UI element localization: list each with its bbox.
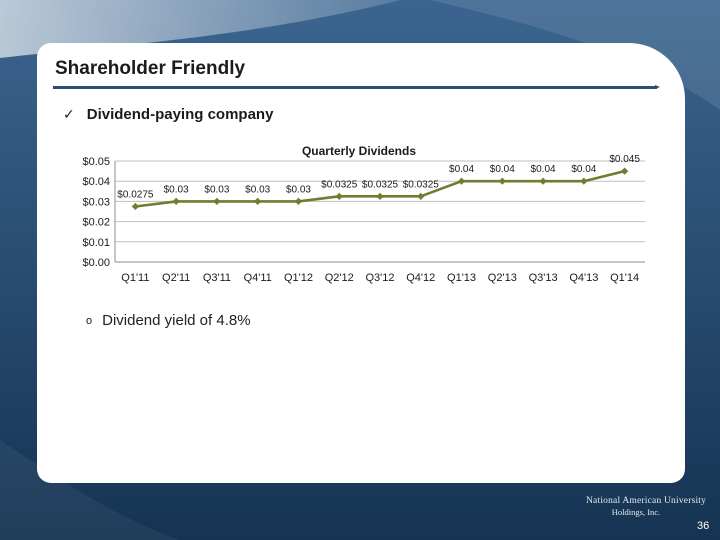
title-rule-arrow	[655, 85, 660, 89]
data-point	[376, 192, 384, 200]
data-label: $0.0325	[403, 179, 440, 190]
x-tick-label: Q3'12	[365, 272, 394, 284]
x-tick-label: Q1'13	[447, 272, 476, 284]
background-swoosh	[430, 0, 720, 110]
x-tick-label: Q4'12	[406, 272, 435, 284]
background-swoosh	[0, 440, 180, 540]
data-label: $0.04	[449, 164, 474, 175]
y-tick-label: $0.03	[82, 196, 110, 208]
data-point	[498, 177, 506, 185]
y-tick-label: $0.01	[82, 237, 110, 249]
x-tick-label: Q2'13	[488, 272, 517, 284]
company-logo: National American University Holdings, I…	[586, 496, 707, 517]
x-tick-label: Q4'11	[244, 272, 272, 284]
bullet-item: ✓ Dividend-paying company	[63, 106, 273, 124]
sub-bullet-item: o Dividend yield of 4.8%	[86, 312, 251, 329]
x-tick-label: Q1'14	[610, 272, 639, 284]
y-tick-label: $0.04	[82, 176, 110, 188]
chart-title: Quarterly Dividends	[302, 144, 416, 158]
data-label: $0.04	[531, 164, 556, 175]
data-label: $0.0325	[362, 179, 399, 190]
x-tick-label: Q2'11	[162, 272, 190, 284]
slide-title: Shareholder Friendly	[55, 58, 246, 79]
quarterly-dividends-chart: Quarterly Dividends $0.00 $0.01 $0.02 $0.03…	[82, 144, 645, 284]
data-point	[172, 197, 180, 205]
content-panel	[37, 43, 685, 483]
data-label: $0.0325	[321, 179, 358, 190]
data-label: $0.03	[204, 184, 229, 195]
logo-line-2: Holdings, Inc.	[611, 507, 661, 517]
data-label: $0.03	[286, 184, 311, 195]
y-tick-label: $0.05	[82, 156, 110, 168]
sub-bullet-text: Dividend yield of 4.8%	[102, 312, 251, 329]
data-point	[131, 202, 139, 211]
data-label: $0.03	[164, 184, 189, 195]
data-label: $0.04	[571, 164, 596, 175]
data-label: $0.03	[245, 184, 270, 195]
x-tick-label: Q2'12	[325, 272, 354, 284]
data-point	[213, 197, 221, 205]
x-tick-label: Q1'12	[284, 272, 313, 284]
data-point	[539, 177, 547, 185]
data-point	[294, 197, 303, 205]
y-tick-label: $0.00	[82, 257, 110, 269]
x-tick-label: Q1'11	[121, 272, 149, 284]
logo-line-1: National American University	[586, 496, 707, 506]
data-label: $0.0275	[117, 189, 154, 200]
circle-bullet-icon: o	[86, 315, 93, 327]
page-number: 36	[697, 520, 710, 532]
data-label: $0.045	[609, 154, 640, 165]
bullet-text: Dividend-paying company	[86, 106, 274, 123]
data-label: $0.04	[490, 164, 515, 175]
data-point	[417, 192, 425, 200]
data-point	[457, 177, 466, 185]
y-tick-label: $0.02	[82, 217, 110, 229]
x-tick-label: Q4'13	[569, 272, 598, 284]
checkmark-icon: ✓	[63, 106, 75, 122]
x-tick-label: Q3'13	[529, 272, 558, 284]
data-point	[621, 167, 629, 175]
x-tick-label: Q3'11	[203, 272, 231, 284]
title-rule	[53, 86, 657, 89]
data-point	[254, 197, 262, 205]
data-point	[335, 192, 343, 200]
data-point	[580, 177, 588, 185]
